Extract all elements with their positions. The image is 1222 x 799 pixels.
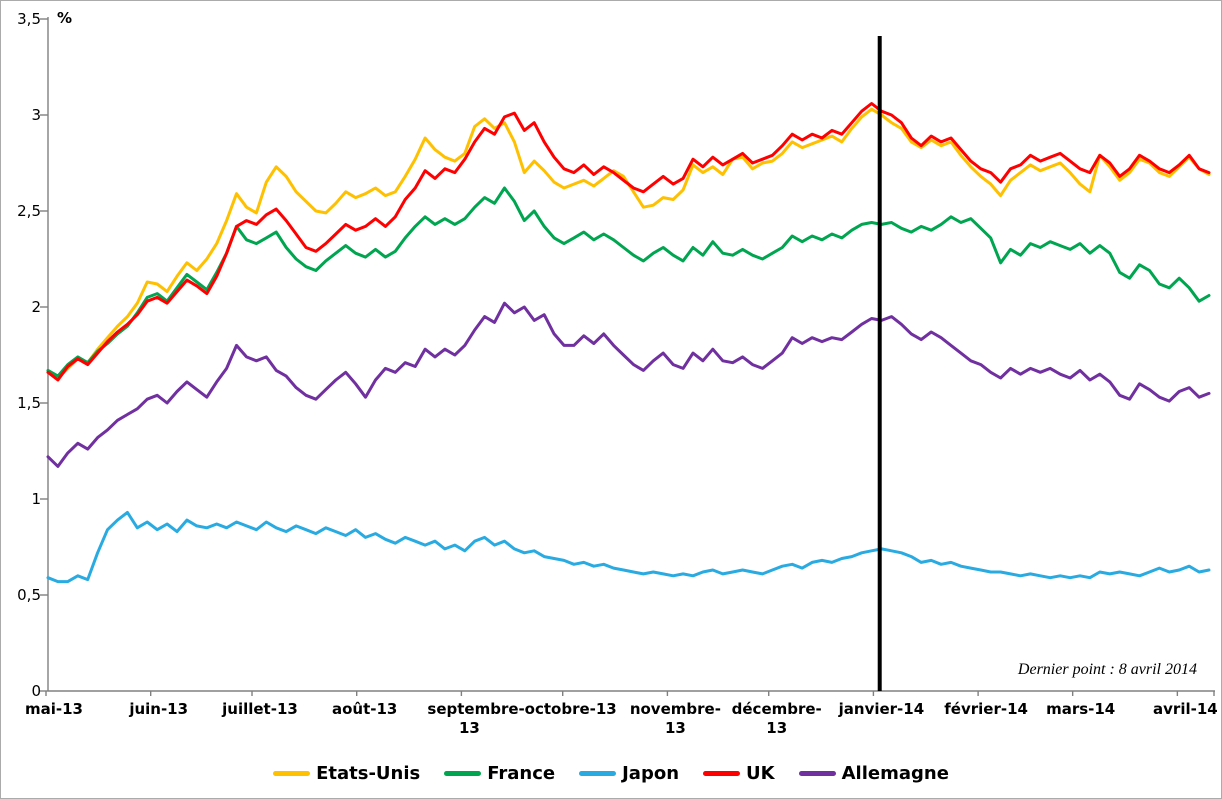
y-tick-label: 1 — [31, 490, 41, 508]
annotation-text: Dernier point : 8 avril 2014 — [1017, 661, 1197, 678]
series-line-uk — [46, 102, 1211, 382]
x-tick-label: mars-14 — [1046, 700, 1116, 718]
y-tick-label: 1,5 — [17, 394, 41, 412]
legend-label: France — [487, 762, 556, 784]
y-tick-label: 2,5 — [17, 202, 41, 220]
last-point-annotation: Dernier point : 8 avril 2014 — [1018, 661, 1197, 679]
legend-item-france: France — [444, 763, 555, 784]
x-tick-label: février-14 — [944, 700, 1028, 718]
legend-label: Etats-Unis — [316, 762, 421, 784]
legend-label: Allemagne — [841, 762, 949, 784]
legend-item-allemagne: Allemagne — [798, 762, 949, 784]
x-tick-label: novembre-13 — [629, 700, 721, 737]
x-tick-label: octobre-13 — [524, 700, 617, 718]
y-tick-label: 0,5 — [17, 586, 41, 604]
legend-swatch — [273, 770, 311, 776]
y-tick-label: 2 — [31, 298, 41, 316]
y-axis-unit-label: % — [57, 9, 73, 27]
legend-item-etats-unis: Etats-Unis — [273, 763, 420, 784]
series-line-allemagne — [46, 301, 1211, 468]
x-tick-label: septembre-13 — [427, 700, 525, 737]
y-tick-label: 0 — [31, 682, 41, 700]
legend-item-japon: Japon — [579, 763, 679, 784]
legend-label: Japon — [622, 762, 680, 784]
y-tick-label: 3 — [31, 106, 41, 124]
legend-swatch — [703, 770, 741, 776]
x-tick-label: avril-14 — [1153, 700, 1218, 718]
x-tick-label: juillet-13 — [222, 700, 298, 718]
series-line-etats-unis — [46, 107, 1211, 380]
legend-label: UK — [746, 762, 775, 784]
x-tick-label: janvier-14 — [838, 700, 925, 718]
x-tick-label: décembre-13 — [731, 700, 822, 737]
y-tick-label: 3,5 — [17, 10, 41, 28]
legend: Etats-Unis France Japon UK Allemagne — [1, 758, 1221, 788]
x-tick-label: août-13 — [331, 700, 398, 718]
legend-swatch — [444, 770, 482, 776]
legend-swatch — [798, 770, 836, 776]
x-tick-label: juin-13 — [129, 700, 189, 718]
legend-item-uk: UK — [703, 763, 775, 784]
x-tick-label: mai-13 — [25, 700, 83, 718]
legend-swatch — [579, 770, 617, 776]
series-line-japon — [46, 510, 1211, 584]
series-line-france — [46, 186, 1211, 378]
